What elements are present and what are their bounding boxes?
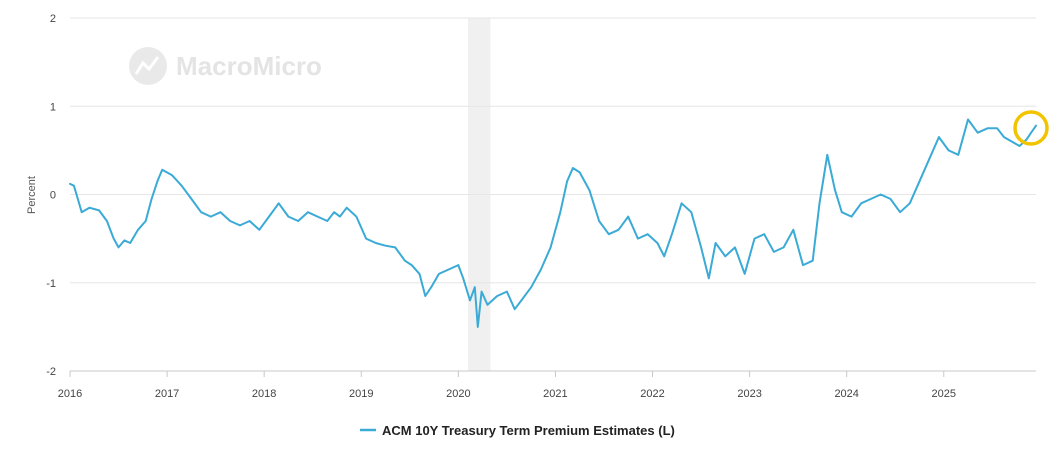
x-tick-label: 2024 <box>834 388 858 400</box>
watermark-text: MacroMicro <box>176 51 322 81</box>
legend[interactable]: ACM 10Y Treasury Term Premium Estimates … <box>360 423 675 438</box>
latest-value-highlight <box>1013 110 1049 146</box>
y-tick-label: 0 <box>50 190 56 202</box>
y-tick-label: -1 <box>46 278 56 290</box>
y-tick-label: 2 <box>50 13 56 25</box>
x-tick-label: 2023 <box>737 388 761 400</box>
y-tick-label: 1 <box>50 101 56 113</box>
legend-label[interactable]: ACM 10Y Treasury Term Premium Estimates … <box>382 423 675 438</box>
x-tick-label: 2016 <box>58 388 82 400</box>
x-tick-label: 2020 <box>446 388 470 400</box>
y-tick-label: -2 <box>46 366 56 378</box>
x-tick-label: 2018 <box>252 388 276 400</box>
x-tick-label: 2019 <box>349 388 373 400</box>
y-axis-label: Percent <box>26 176 38 214</box>
x-tick-label: 2017 <box>155 388 179 400</box>
series-layer <box>69 118 1037 328</box>
x-tick-label: 2022 <box>640 388 664 400</box>
x-tick-label: 2021 <box>543 388 567 400</box>
watermark-logo-mark <box>134 56 160 75</box>
x-tick-label: 2025 <box>932 388 956 400</box>
watermark: MacroMicro <box>129 47 322 85</box>
series-line-acm-10y-term-premium <box>69 118 1037 328</box>
